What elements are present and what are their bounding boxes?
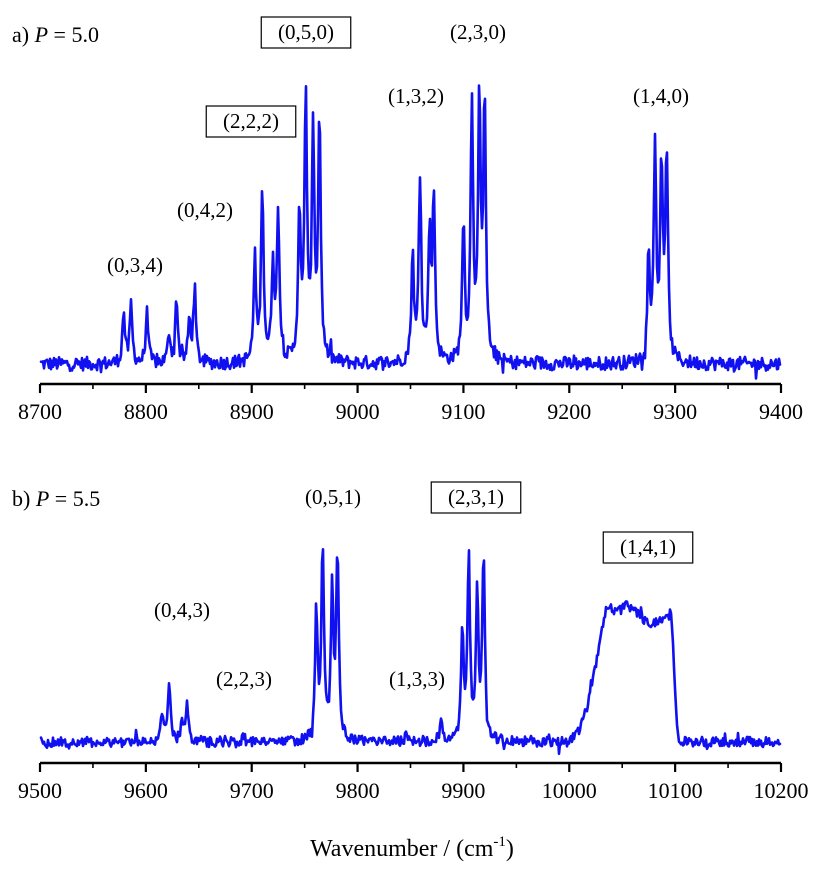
- panel-a-tick-label: 9400: [759, 399, 803, 424]
- panel-b-tick-label: 9700: [230, 778, 274, 803]
- panel-a-annotation-box: [205, 105, 297, 138]
- panel-a-tick-label: 9100: [441, 399, 485, 424]
- panel-a-peak-annotation: (1,3,2): [388, 84, 444, 108]
- panel-b-peak-annotation: (1,3,3): [389, 667, 445, 691]
- panel-a-tick-label: 9300: [653, 399, 697, 424]
- panel-a-peak-annotation: (1,4,0): [633, 84, 689, 108]
- panel-a-tick-label: 9200: [547, 399, 591, 424]
- panel-a-x-ticks: 8700 8800 8900 9000 9100 9200 9300 9400: [18, 384, 803, 424]
- panel-b-peak-annotation: (0,4,3): [154, 598, 210, 622]
- panel-a-label: a) P = 5.0: [12, 22, 99, 47]
- panel-a-peak-annotation: (0,4,2): [177, 198, 233, 222]
- panel-b-spectrum-line: [39, 548, 782, 756]
- panel-b: b) P = 5.5 (0,4,3)(2,2,3)(0,5,1)(1,3,3)(…: [12, 481, 809, 803]
- panel-b-tick-label: 9800: [336, 778, 380, 803]
- panel-b-x-ticks: 9500 9600 9700 9800 9900 10000 10100 10200: [18, 763, 809, 803]
- panel-a-peak-annotation: (0,3,4): [107, 253, 163, 277]
- panel-b-annotations: (0,4,3) (2,2,3) (0,5,1) (1,3,3) (2,3,1) (1,4,…: [154, 481, 694, 691]
- panel-b-label: b) P = 5.5: [12, 486, 100, 511]
- panel-a-spectrum-line: [39, 84, 782, 380]
- panel-a-tick-label: 8700: [18, 399, 62, 424]
- panel-a-peak-annotation: (0,5,0): [278, 20, 334, 44]
- panel-a-peak-annotation: (2,3,0): [450, 20, 506, 44]
- panel-b-tick-label: 9500: [18, 778, 62, 803]
- panel-a-annotations: (0,3,4) (0,4,2) (2,2,2) (0,5,0) (1,3,2) (2,3,…: [107, 16, 689, 277]
- panel-a: a) P = 5.0 (0,3,4)(0,4,2)(2,2,2)(0,5,0)(…: [12, 16, 803, 424]
- panel-a-tick-label: 8900: [230, 399, 274, 424]
- panel-b-peak-annotation: (2,3,1): [448, 485, 504, 509]
- panel-b-tick-label: 10100: [648, 778, 703, 803]
- panel-a-annotation-box: [260, 16, 352, 49]
- panel-a-tick-label: 9000: [336, 399, 380, 424]
- panel-b-tick-label: 9600: [124, 778, 168, 803]
- panel-b-tick-label: 10200: [754, 778, 809, 803]
- panel-b-peak-annotation: (0,5,1): [305, 485, 361, 509]
- panel-b-annotation-box: [602, 531, 694, 564]
- panel-b-tick-label: 10000: [542, 778, 597, 803]
- x-axis-label: Wavenumber / (cm-1): [310, 834, 514, 862]
- panel-a-tick-label: 8800: [124, 399, 168, 424]
- panel-b-peak-annotation: (1,4,1): [620, 535, 676, 559]
- panel-b-peak-annotation: (2,2,3): [216, 667, 272, 691]
- panel-b-annotation-box: [430, 481, 522, 514]
- panel-b-tick-label: 9900: [441, 778, 485, 803]
- panel-a-peak-annotation: (2,2,2): [223, 109, 279, 133]
